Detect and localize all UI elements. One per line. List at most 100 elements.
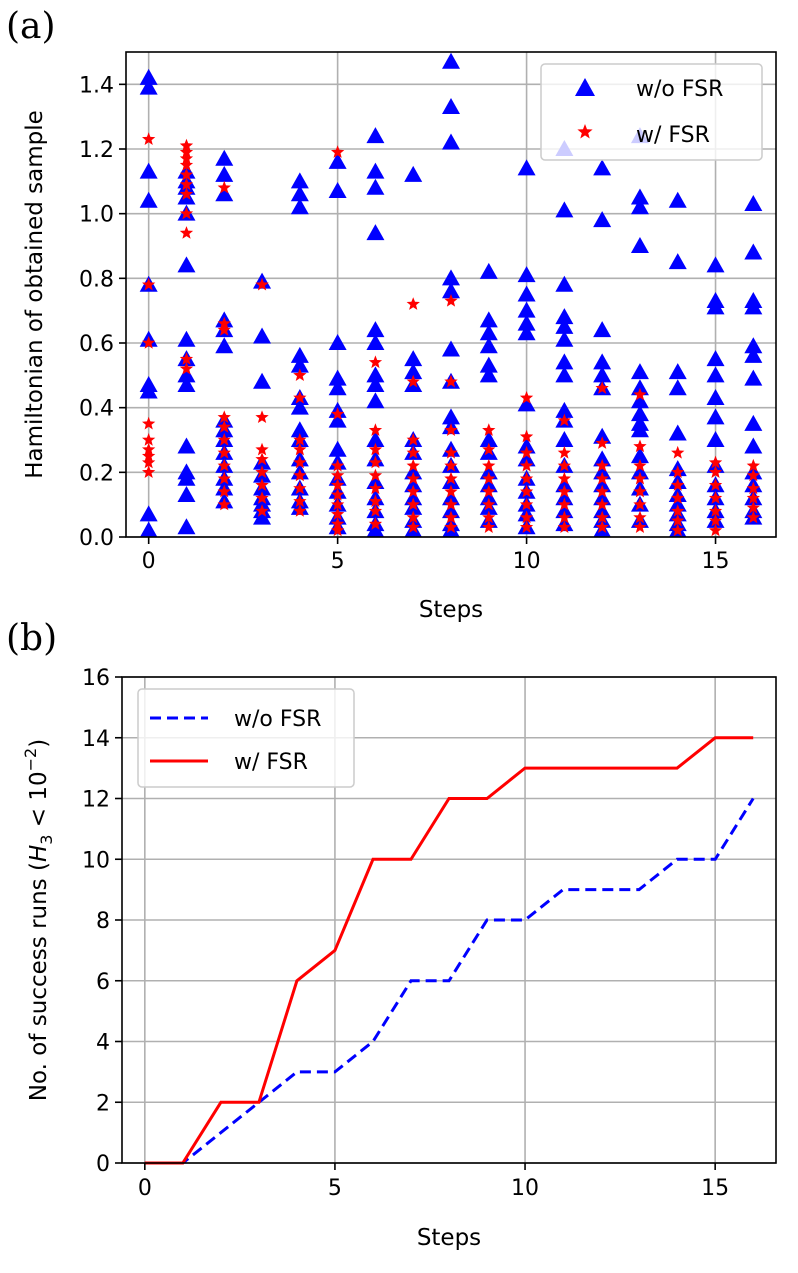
scatter-point-wo-fsr (517, 437, 536, 454)
scatter-point-wo-fsr (290, 185, 309, 202)
scatter-point-wo-fsr (253, 327, 272, 344)
line-series-wo-fsr (144, 797, 755, 1165)
scatter-point-w-fsr (331, 458, 345, 472)
scatter-point-w-fsr (519, 484, 534, 498)
scatter-point-w-fsr (142, 465, 156, 478)
x-tick-label: 5 (331, 549, 345, 574)
scatter-point-wo-fsr (593, 463, 612, 480)
y-tick-label: 0.0 (79, 526, 114, 551)
x-tick-label: 5 (328, 1176, 342, 1201)
scatter-point-wo-fsr (706, 350, 725, 367)
scatter-point-wo-fsr (404, 165, 423, 182)
scatter-point-wo-fsr (404, 350, 423, 367)
x-tick-label: 10 (513, 549, 541, 574)
scatter-point-w-fsr (708, 504, 723, 517)
scatter-point-w-fsr (217, 420, 231, 433)
scatter-point-wo-fsr (366, 521, 385, 538)
scatter-point-w-fsr (368, 468, 383, 482)
scatter-point-w-fsr (217, 471, 231, 485)
scatter-point-w-fsr (368, 423, 383, 436)
scatter-point-w-fsr (368, 494, 383, 508)
panel-a-x-axis-label: Steps (419, 597, 483, 623)
panel-b-x-axis-label: Steps (417, 1225, 481, 1251)
scatter-point-wo-fsr (744, 243, 763, 260)
scatter-point-wo-fsr (177, 437, 196, 454)
y-tick-label: 1.0 (79, 203, 114, 228)
ylabel-inequality: < 10 (26, 771, 52, 834)
ylabel-prefix: No. of success runs ( (26, 862, 52, 1101)
scatter-point-w-fsr (293, 494, 307, 508)
scatter-point-w-fsr (142, 336, 156, 349)
scatter-point-w-fsr (293, 391, 307, 404)
scatter-point-wo-fsr (139, 68, 158, 85)
scatter-point-wo-fsr (366, 334, 385, 350)
scatter-point-wo-fsr (139, 191, 158, 208)
ylabel-subscript: 3 (37, 835, 56, 845)
scatter-point-w-fsr (519, 445, 534, 459)
scatter-point-w-fsr (595, 510, 609, 524)
panel-b-y-axis-label: No. of success runs (H3 < 10−2) (21, 739, 56, 1101)
scatter-point-wo-fsr (630, 379, 649, 396)
scatter-point-wo-fsr (706, 431, 725, 447)
scatter-point-w-fsr (331, 478, 345, 491)
scatter-point-w-fsr (482, 520, 496, 533)
panel-b-line-chart: (b) 0 5 10 15 0 2 4 6 8 10 12 14 16 Steps No. of suc… (6, 618, 777, 1251)
scatter-point-w-fsr (179, 138, 194, 152)
scatter-point-wo-fsr (290, 346, 309, 363)
scatter-point-wo-fsr (479, 431, 498, 447)
scatter-point-w-fsr (444, 497, 458, 511)
scatter-point-wo-fsr (442, 282, 460, 299)
scatter-point-wo-fsr (290, 398, 309, 415)
scatter-point-w-fsr (708, 455, 723, 469)
scatter-point-wo-fsr (555, 401, 574, 418)
scatter-point-w-fsr (482, 442, 496, 456)
scatter-point-wo-fsr (177, 518, 196, 535)
scatter-point-wo-fsr (744, 337, 763, 354)
scatter-point-w-fsr (179, 145, 194, 158)
scatter-point-w-fsr (368, 517, 383, 530)
scatter-point-w-fsr (482, 497, 496, 511)
scatter-point-w-fsr (179, 226, 194, 239)
y-tick-label: 10 (82, 848, 110, 873)
panel-a-scatter-chart: (a) 0 5 10 15 0.0 0.2 0.4 0.6 0.8 1.0 1.2 1.4 Steps… (6, 6, 777, 623)
scatter-point-wo-fsr (593, 502, 612, 519)
scatter-point-wo-fsr (744, 194, 763, 211)
y-tick-label: 1.4 (79, 73, 114, 98)
scatter-point-wo-fsr (404, 463, 423, 480)
y-tick-label: 0.6 (79, 332, 114, 357)
scatter-point-w-fsr (179, 187, 194, 200)
scatter-point-wo-fsr (139, 505, 158, 522)
scatter-point-w-fsr (255, 410, 269, 423)
scatter-point-w-fsr (444, 458, 458, 472)
scatter-point-w-fsr (519, 497, 534, 511)
ylabel-variable: H (26, 845, 52, 862)
legend-label-wo-fsr: w/o FSR (636, 77, 723, 102)
scatter-point-w-fsr (255, 442, 269, 456)
scatter-point-w-fsr (368, 504, 383, 517)
scatter-point-w-fsr (179, 158, 194, 171)
scatter-point-wo-fsr (366, 224, 385, 241)
scatter-point-wo-fsr (593, 211, 612, 228)
scatter-point-w-fsr (142, 277, 156, 291)
scatter-point-wo-fsr (593, 366, 612, 383)
scatter-point-wo-fsr (442, 52, 460, 69)
panel-a-legend: w/o FSR w/ FSR (540, 63, 763, 161)
scatter-point-wo-fsr (744, 437, 763, 454)
scatter-point-wo-fsr (215, 337, 234, 354)
scatter-point-w-fsr (406, 520, 420, 533)
scatter-point-w-fsr (444, 294, 458, 307)
scatter-point-wo-fsr (139, 162, 158, 179)
line-series-w-fsr (144, 736, 754, 1165)
scatter-point-w-fsr (746, 468, 760, 482)
panel-a-frame (125, 51, 777, 538)
scatter-point-w-fsr (482, 458, 496, 472)
scatter-point-wo-fsr (366, 127, 385, 144)
scatter-point-w-fsr (293, 442, 307, 456)
y-tick-label: 12 (82, 788, 110, 813)
scatter-point-w-fsr (482, 510, 496, 524)
y-tick-label: 6 (96, 970, 110, 995)
scatter-point-wo-fsr (555, 308, 574, 325)
scatter-point-w-fsr (633, 520, 647, 533)
scatter-point-wo-fsr (404, 489, 423, 506)
